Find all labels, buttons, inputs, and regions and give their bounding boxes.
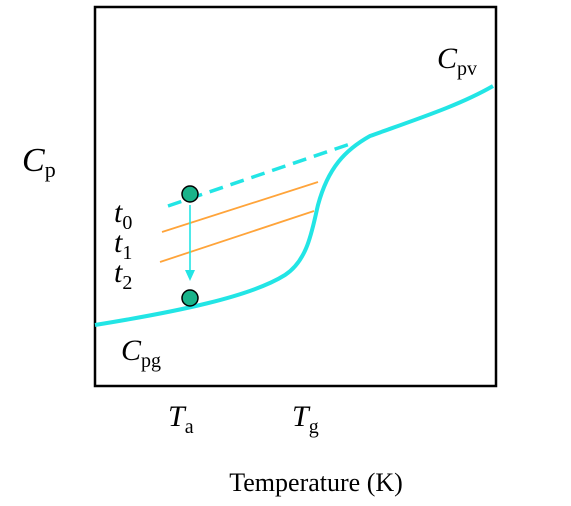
time-label-t1: t1 bbox=[114, 226, 132, 264]
time-label-t0: t0 bbox=[114, 196, 132, 234]
marker-initial-state bbox=[181, 185, 199, 203]
cp-curve bbox=[94, 84, 494, 327]
x-axis-title: Temperature (K) bbox=[229, 468, 403, 497]
y-axis-label: Cp bbox=[22, 142, 56, 182]
aging-arrow-head bbox=[185, 270, 195, 281]
x-tick-label-ta: Ta bbox=[168, 400, 194, 438]
x-tick-label-tg: Tg bbox=[292, 400, 319, 438]
time-label-t2: t2 bbox=[114, 256, 132, 294]
isochrone-line-t1 bbox=[161, 181, 319, 233]
marker-aged-state bbox=[181, 289, 199, 307]
plot-frame bbox=[93, 5, 498, 388]
isochrone-line-t2 bbox=[159, 210, 315, 263]
cpv-label: Cpv bbox=[437, 42, 477, 80]
cpg-label: Cpg bbox=[121, 334, 161, 372]
